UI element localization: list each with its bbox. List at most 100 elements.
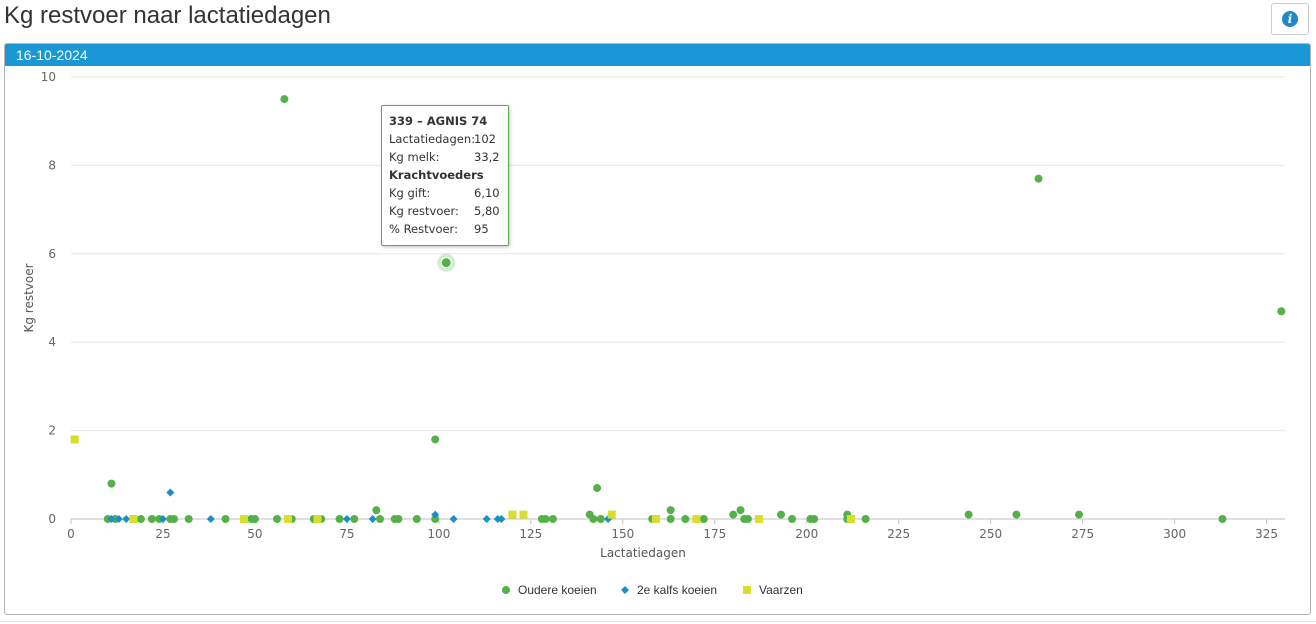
tooltip-value: 102 xyxy=(474,132,496,146)
x-tick-label: 125 xyxy=(519,527,542,541)
y-tick-label: 2 xyxy=(48,424,56,438)
data-point xyxy=(497,515,506,523)
data-point xyxy=(681,515,690,523)
legend-marker xyxy=(502,586,510,594)
legend-marker xyxy=(743,586,751,594)
tooltip-row: Kg melk: 33,2 xyxy=(389,148,501,166)
data-point xyxy=(184,515,193,523)
data-point xyxy=(372,506,381,515)
data-point xyxy=(376,515,385,523)
tooltip-title: 339 – AGNIS 74 xyxy=(389,114,488,128)
y-tick-label: 6 xyxy=(48,247,56,261)
x-axis-title: Lactatiedagen xyxy=(600,546,686,560)
tooltip-row: Lactatiedagen: 102 xyxy=(389,130,501,148)
data-point xyxy=(666,515,675,523)
data-point xyxy=(736,506,745,515)
legend-label: Vaarzen xyxy=(759,583,803,597)
x-tick-label: 75 xyxy=(339,527,354,541)
tooltip-label: Kg restvoer: xyxy=(389,204,459,218)
tooltip-value: 6,10 xyxy=(474,186,500,200)
data-point xyxy=(107,515,116,523)
data-point xyxy=(607,510,616,519)
data-point xyxy=(1277,307,1286,316)
x-tick-label: 225 xyxy=(887,527,910,541)
data-point xyxy=(651,515,660,523)
data-point xyxy=(1074,510,1083,519)
x-tick-label: 275 xyxy=(1071,527,1094,541)
data-point xyxy=(431,515,440,523)
tooltip-value: 5,80 xyxy=(474,204,500,218)
x-tick-label: 250 xyxy=(979,527,1002,541)
data-point xyxy=(335,515,344,523)
x-tick-label: 200 xyxy=(795,527,818,541)
y-axis-title: Kg restvoer xyxy=(22,263,36,332)
data-point xyxy=(129,515,138,523)
data-point xyxy=(519,510,528,519)
data-point xyxy=(1012,510,1021,519)
data-point xyxy=(394,515,403,523)
data-point xyxy=(107,479,116,488)
data-point xyxy=(482,515,491,523)
legend-item[interactable]: Oudere koeien xyxy=(502,583,597,597)
legend-item[interactable]: Vaarzen xyxy=(743,583,803,597)
tooltip-label: Lactatiedagen: xyxy=(389,132,475,146)
data-point xyxy=(280,95,289,104)
data-point xyxy=(440,257,452,269)
data-point xyxy=(964,510,973,519)
data-point xyxy=(1218,515,1227,523)
data-point xyxy=(449,515,458,523)
data-point xyxy=(122,515,131,523)
data-point xyxy=(412,515,421,523)
data-point xyxy=(170,515,179,523)
data-point xyxy=(589,515,598,523)
panel-header-date: 16-10-2024 xyxy=(5,44,1310,66)
data-point xyxy=(541,515,550,523)
x-tick-label: 300 xyxy=(1163,527,1186,541)
data-point xyxy=(70,435,79,444)
data-point xyxy=(548,515,557,523)
chart-legend: Oudere koeien 2e kalfs koeien Vaarzen xyxy=(502,583,803,597)
tooltip-section: Krachtvoeders xyxy=(389,168,484,182)
data-point xyxy=(593,484,602,493)
data-point xyxy=(743,515,752,523)
data-point xyxy=(596,515,605,523)
data-point xyxy=(313,515,322,523)
data-point xyxy=(846,515,855,523)
data-point xyxy=(342,515,351,523)
data-point xyxy=(158,515,167,523)
x-tick-label: 325 xyxy=(1255,527,1278,541)
data-point xyxy=(699,515,708,523)
data-point xyxy=(729,510,738,519)
bottom-divider xyxy=(0,621,1316,622)
page-title: Kg restvoer naar lactatiedagen xyxy=(4,2,331,29)
y-tick-label: 0 xyxy=(48,512,56,526)
tooltip-value: 95 xyxy=(474,222,489,236)
legend-item[interactable]: 2e kalfs koeien xyxy=(621,583,717,597)
data-point xyxy=(250,515,259,523)
legend-label: Oudere koeien xyxy=(518,583,597,597)
y-tick-label: 4 xyxy=(48,335,56,349)
data-point xyxy=(221,515,230,523)
chart-grid xyxy=(71,76,1285,432)
data-point xyxy=(284,515,293,523)
data-point xyxy=(147,515,156,523)
legend-label: 2e kalfs koeien xyxy=(637,583,717,597)
tooltip-row: % Restvoer: 95 xyxy=(389,220,501,238)
data-point xyxy=(777,510,786,519)
tooltip-label: Kg melk: xyxy=(389,150,440,164)
x-tick-label: 50 xyxy=(247,527,262,541)
tooltip-row: Kg restvoer: 5,80 xyxy=(389,202,501,220)
y-tick-label: 10 xyxy=(41,70,56,84)
x-tick-label: 175 xyxy=(703,527,726,541)
data-point xyxy=(239,515,248,523)
info-button[interactable]: i xyxy=(1271,3,1309,35)
legend-marker xyxy=(621,586,629,594)
data-point xyxy=(368,515,377,523)
data-point xyxy=(431,510,440,519)
data-point xyxy=(206,515,215,523)
chart-points xyxy=(70,95,1286,523)
data-point xyxy=(692,515,701,523)
info-icon: i xyxy=(1282,11,1298,27)
x-tick-label: 100 xyxy=(427,527,450,541)
